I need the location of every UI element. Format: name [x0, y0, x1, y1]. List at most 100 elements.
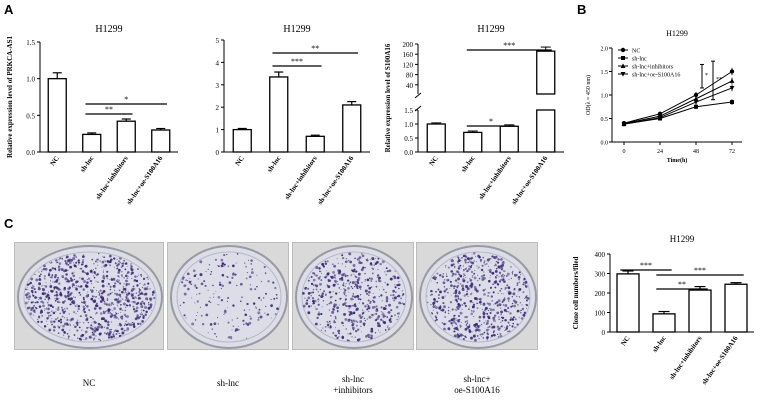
- chart-title: H1299: [477, 24, 504, 35]
- petri-dish-rim: [23, 251, 157, 343]
- bar: [724, 283, 748, 333]
- petri-dish-rim: [425, 251, 531, 343]
- y-axis-label: Relative expression level of S100A16: [384, 43, 392, 152]
- x-tick-label: 24: [657, 149, 663, 155]
- panel-label-b: B: [577, 2, 587, 17]
- y-tick-label: 5: [216, 37, 220, 45]
- significance-label: *: [489, 117, 493, 126]
- category-label: sh-lnc+oe-S100A16: [316, 154, 356, 206]
- data-point: [730, 100, 734, 105]
- colony-dish-photo: [292, 242, 414, 350]
- category-label: sh-lnc+inhibitors: [94, 154, 130, 201]
- y-tick-label: 200: [403, 41, 414, 49]
- petri-dish-rim: [176, 251, 282, 343]
- category-label: NC: [234, 155, 246, 168]
- y-tick-label: 80: [406, 72, 414, 80]
- panel-label-c: C: [4, 216, 14, 231]
- chart-prkca-as1: H1299 0.0 0.5 1.0 1.5 Relative expression lev…: [6, 24, 178, 206]
- y-tick-label: 0.5: [601, 117, 609, 123]
- category-label: sh-lnc: [79, 155, 96, 174]
- series-line: [623, 80, 733, 125]
- bar: [269, 76, 289, 153]
- y-tick-label: 120: [403, 61, 414, 69]
- petri-dish: [419, 245, 537, 349]
- significance-label: *: [124, 95, 128, 104]
- category-label: sh-lnc+oe-S100A16: [510, 154, 550, 206]
- legend-marker: [620, 72, 626, 77]
- y-tick-label: 0: [216, 149, 220, 157]
- chart-title: H1299: [95, 24, 122, 35]
- bar: [342, 104, 362, 153]
- y-axis-label: Clone cell numbers/filed: [572, 257, 580, 330]
- data-point: [657, 115, 663, 121]
- significance-label: ***: [291, 57, 303, 66]
- y-axis-label: OD(λ = 450 nm): [585, 75, 592, 115]
- data-point: [693, 96, 699, 101]
- category-label: sh-lnc: [651, 335, 668, 354]
- category-label: NC: [619, 335, 631, 348]
- chart-cck8-growth: H1299 0.0 0.5 1.0 1.5 2.0 0 24 48 72 Time(h) OD(λ =…: [585, 29, 742, 164]
- dish-caption: NC: [82, 378, 96, 388]
- significance-label: ***: [694, 266, 706, 275]
- bar: [463, 131, 483, 153]
- category-label: sh-lnc+oe-S100A16: [125, 154, 165, 206]
- y-tick-label: 1.0: [404, 121, 413, 129]
- colony-dish-photo: [167, 242, 289, 350]
- petri-dish: [170, 245, 288, 349]
- data-point: [729, 69, 735, 74]
- data-point: [729, 85, 735, 91]
- data-point: [693, 92, 699, 98]
- y-tick-label: 160: [403, 51, 414, 59]
- category-label: NC: [49, 155, 61, 168]
- significance-label: ***: [503, 41, 515, 50]
- bar: [616, 273, 640, 333]
- y-tick-label: 0: [602, 329, 606, 337]
- y-tick-label: 1.5: [404, 107, 413, 115]
- x-axis-label: Time(h): [667, 157, 688, 164]
- dish-caption: sh-lnc +inhibitors: [333, 374, 373, 395]
- significance-label: **: [716, 77, 722, 83]
- y-tick-label: 1.0: [601, 94, 609, 100]
- bar: [116, 120, 136, 153]
- significance-label: *: [705, 73, 708, 79]
- y-tick-label: 1.0: [26, 76, 35, 84]
- bar: [82, 133, 102, 153]
- y-tick-label: 1: [216, 127, 220, 135]
- chart-title: H1299: [283, 24, 310, 35]
- y-axis-label: Relative expression level of PRKCA-AS1: [6, 36, 14, 158]
- significance-label: **: [105, 105, 113, 114]
- x-tick-label: 0: [623, 149, 626, 155]
- dish-caption: sh-lnc: [217, 378, 239, 388]
- bar: [652, 313, 676, 333]
- significance-label: ***: [640, 261, 652, 270]
- colony-dish-photo: [416, 242, 538, 350]
- y-tick-label: 0.5: [26, 112, 35, 120]
- y-tick-label: 2.0: [601, 47, 609, 53]
- category-label: sh-lnc+oe-S100A16: [700, 334, 740, 386]
- y-tick-label: 0.0: [404, 149, 413, 157]
- bar: [305, 135, 325, 153]
- y-tick-label: 300: [595, 271, 606, 279]
- legend-label: NC: [632, 49, 640, 55]
- y-tick-label: 2: [216, 104, 220, 112]
- legend-marker: [620, 47, 626, 53]
- category-label: sh-lnc+inhibitors: [283, 154, 319, 201]
- category-label: sh-lnc: [460, 155, 477, 174]
- legend-label: sh-lnc+inhibitors: [632, 65, 674, 71]
- y-tick-label: 0.5: [404, 135, 413, 143]
- x-tick-label: 48: [693, 149, 699, 155]
- category-label: NC: [428, 155, 440, 168]
- chart-s100a16: H1299 0.0 0.5 1.0 1.5 40 80 120 160 200 Relative e…: [384, 24, 564, 206]
- legend-marker: [621, 56, 625, 60]
- dish-image: [17, 245, 163, 349]
- y-tick-label: 0.0: [601, 141, 609, 147]
- chart-title: H1299: [670, 234, 695, 244]
- colony-dish-photo: [14, 242, 164, 350]
- y-tick-label: 1.5: [601, 70, 609, 76]
- bar: [688, 289, 712, 333]
- chart-title: H1299: [666, 29, 688, 38]
- bar: [426, 123, 446, 153]
- data-point: [729, 78, 735, 83]
- dish-image: [170, 245, 288, 349]
- significance-label: **: [311, 44, 319, 53]
